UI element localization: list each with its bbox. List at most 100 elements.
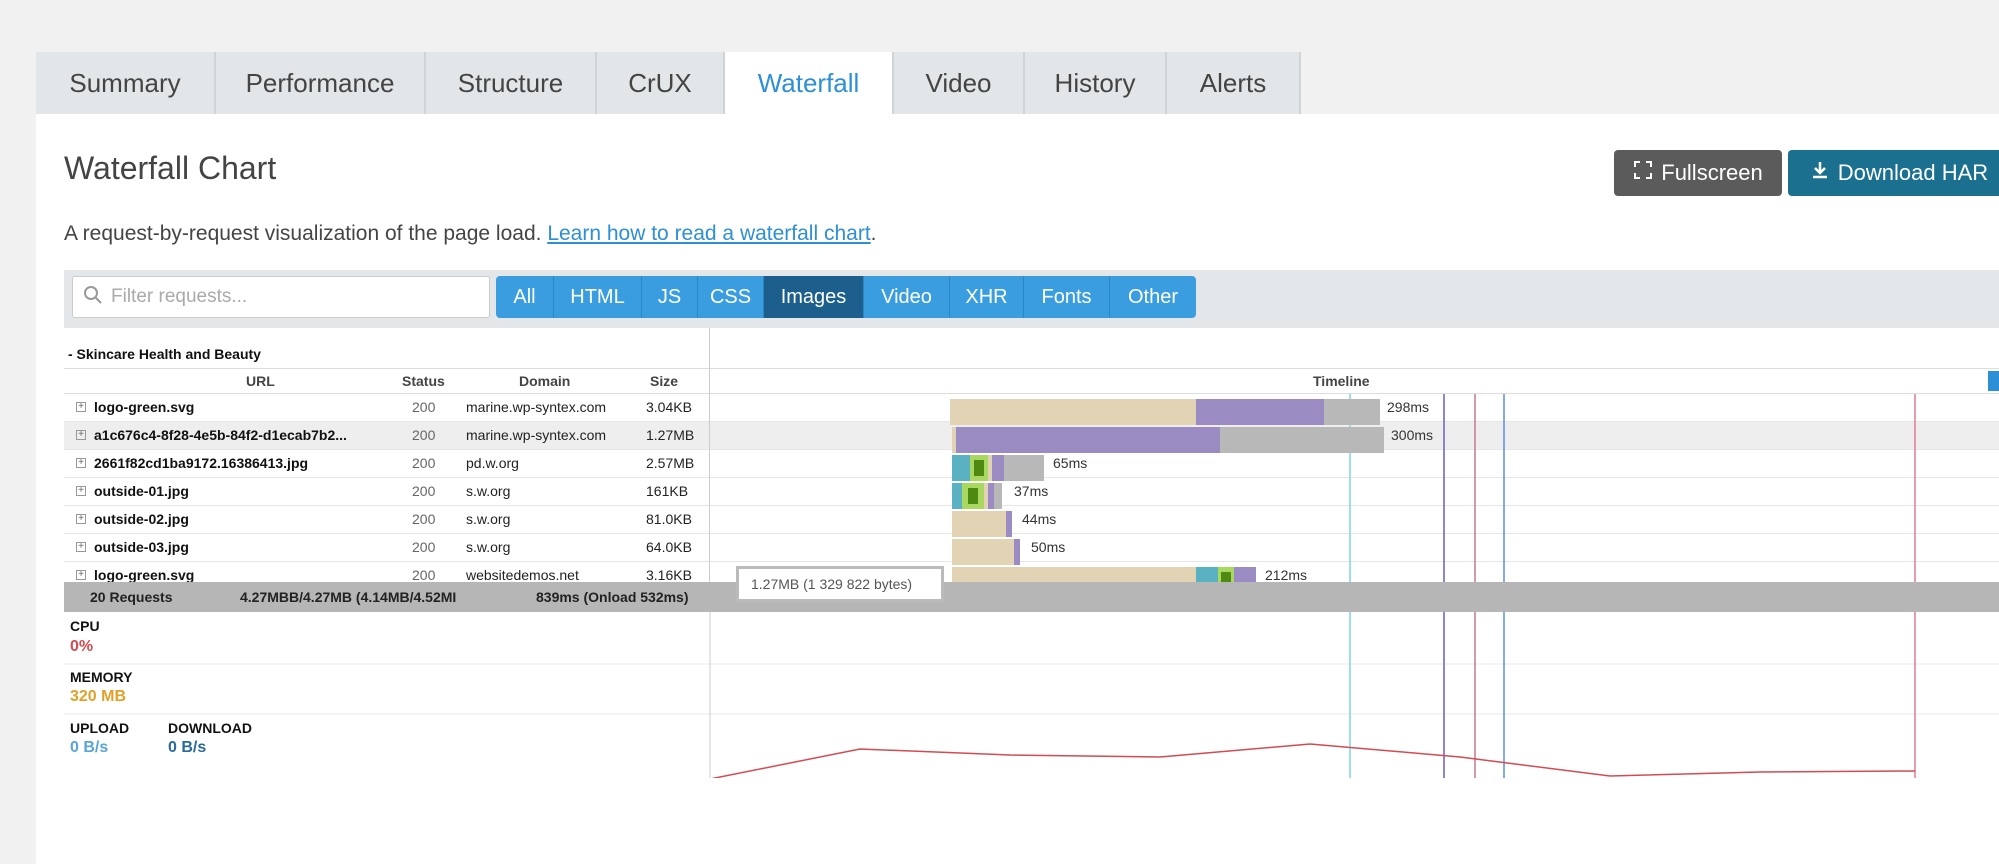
tab-structure[interactable]: Structure [426,52,597,114]
upload-label: UPLOAD [70,720,130,736]
tab-alerts[interactable]: Alerts [1167,52,1301,114]
receive-bar [1196,399,1324,425]
expand-icon[interactable]: + [76,458,86,468]
expand-icon[interactable]: + [76,514,86,524]
filter-css-button[interactable]: CSS [698,276,764,318]
filter-images-button[interactable]: Images [764,276,864,318]
filter-js-button[interactable]: JS [642,276,698,318]
tab-summary[interactable]: Summary [36,52,216,114]
request-url: a1c676c4-8f28-4e5b-84f2-d1ecab7b2... [94,427,347,443]
request-url: 2661f82cd1ba9172.16386413.jpg [94,455,309,471]
filter-fonts-button[interactable]: Fonts [1024,276,1110,318]
expand-icon[interactable]: + [76,542,86,552]
download-value: 0 B/s [168,739,207,756]
table-row[interactable]: + outside-02.jpg 200 s.w.org 81.0KB 44ms [64,506,1999,534]
request-size: 81.0KB [646,511,692,527]
filter-bar: All HTML JS CSS Images Video XHR Fonts O… [64,270,1999,328]
timeline-bars [950,394,1916,593]
cpu-value: 0% [70,638,94,655]
download-har-label: Download HAR [1837,160,1989,185]
expand-icon[interactable]: + [76,430,86,440]
memory-label: MEMORY [70,669,133,685]
learn-waterfall-link[interactable]: Learn how to read a waterfall chart [547,222,871,245]
dns-bar [952,483,962,509]
request-size: 3.16KB [646,567,692,583]
pane-divider[interactable] [709,328,710,582]
request-status: 200 [412,483,436,499]
request-duration: 44ms [1022,511,1057,527]
request-duration: 50ms [1031,539,1066,555]
filter-video-button[interactable]: Video [864,276,950,318]
request-duration: 298ms [1387,399,1430,415]
blocked-bar [1004,455,1044,481]
filter-all-button[interactable]: All [496,276,554,318]
fullscreen-label: Fullscreen [1661,160,1763,185]
size-column-header[interactable]: Size [650,373,679,389]
url-column-header[interactable]: URL [246,373,275,389]
total-size: 4.27MBB/4.27MB (4.14MB/4.52MI [240,589,457,605]
wait-bar [984,483,988,509]
request-duration: 300ms [1391,427,1434,443]
expand-icon[interactable]: + [76,486,86,496]
request-url: outside-03.jpg [94,539,189,555]
request-status: 200 [412,455,436,471]
blocked-bar [1324,399,1380,425]
waterfall-table: - Skincare Health and Beauty URL Status … [64,328,1999,778]
tab-waterfall[interactable]: Waterfall [725,52,894,114]
receive-bar [1006,511,1012,537]
upload-value: 0 B/s [70,739,109,756]
tab-video[interactable]: Video [894,52,1025,114]
domain-column-header[interactable]: Domain [519,373,571,389]
search-icon [83,285,103,310]
table-row[interactable]: + outside-01.jpg 200 s.w.org 161KB 37ms [64,478,1999,506]
ssl-bar [974,460,984,476]
request-domain: pd.w.org [466,455,519,471]
download-icon [1810,160,1830,186]
status-column-header[interactable]: Status [402,373,445,389]
timeline-settings-toggle[interactable] [1988,371,1999,391]
wait-bar [952,427,956,453]
table-row[interactable]: + outside-03.jpg 200 s.w.org 64.0KB 50ms [64,534,1999,562]
expand-icon[interactable]: + [76,570,86,580]
request-status: 200 [412,567,436,583]
tab-history[interactable]: History [1025,52,1167,114]
search-box[interactable] [72,276,490,318]
wait-bar [950,399,1196,425]
filter-requests-input[interactable] [111,286,471,308]
filter-other-button[interactable]: Other [1110,276,1196,318]
request-status: 200 [412,427,436,443]
request-size: 2.57MB [646,455,695,471]
expand-icon[interactable]: + [76,402,86,412]
size-tooltip: 1.27MB (1 329 822 bytes) [736,566,944,602]
fullscreen-button[interactable]: Fullscreen [1614,150,1782,196]
download-label: DOWNLOAD [168,720,252,736]
request-status: 200 [412,399,436,415]
expand-icon [1633,160,1653,186]
request-status: 200 [412,539,436,555]
tab-crux[interactable]: CrUX [597,52,725,114]
ssl-bar [1221,572,1231,588]
wait-bar [988,455,992,481]
request-duration: 37ms [1014,483,1049,499]
timeline-column-header[interactable]: Timeline [1313,373,1370,389]
memory-value: 320 MB [70,688,127,705]
page-title: Waterfall Chart [64,150,277,186]
receive-bar [956,427,1220,453]
request-size: 64.0KB [646,539,692,555]
description: A request-by-request visualization of th… [64,222,877,246]
download-har-button[interactable]: Download HAR [1788,150,1999,196]
blocked-bar [994,483,1002,509]
request-status: 200 [412,511,436,527]
filter-xhr-button[interactable]: XHR [950,276,1024,318]
table-header: URL Status Domain Size Timeline [64,368,1999,394]
request-size: 3.04KB [646,399,692,415]
tab-performance[interactable]: Performance [216,52,426,114]
group-label[interactable]: - Skincare Health and Beauty [68,346,261,362]
request-domain: s.w.org [466,483,511,499]
receive-bar [1014,539,1020,565]
request-domain: marine.wp-syntex.com [466,427,607,443]
total-requests: 20 Requests [90,589,173,605]
cpu-line [711,743,1916,778]
request-duration: 212ms [1265,567,1308,583]
filter-html-button[interactable]: HTML [554,276,642,318]
